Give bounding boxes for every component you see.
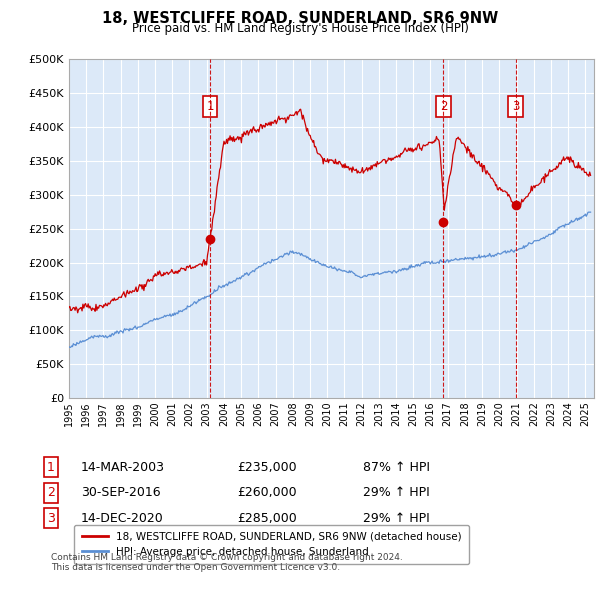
Text: 1: 1 <box>47 461 55 474</box>
Text: 14-MAR-2003: 14-MAR-2003 <box>81 461 165 474</box>
Text: This data is licensed under the Open Government Licence v3.0.: This data is licensed under the Open Gov… <box>51 563 340 572</box>
Text: Price paid vs. HM Land Registry's House Price Index (HPI): Price paid vs. HM Land Registry's House … <box>131 22 469 35</box>
Text: 14-DEC-2020: 14-DEC-2020 <box>81 512 164 525</box>
Text: Contains HM Land Registry data © Crown copyright and database right 2024.: Contains HM Land Registry data © Crown c… <box>51 553 403 562</box>
Text: 18, WESTCLIFFE ROAD, SUNDERLAND, SR6 9NW: 18, WESTCLIFFE ROAD, SUNDERLAND, SR6 9NW <box>102 11 498 25</box>
Text: 2: 2 <box>47 486 55 499</box>
Text: 87% ↑ HPI: 87% ↑ HPI <box>363 461 430 474</box>
Text: £235,000: £235,000 <box>237 461 296 474</box>
Text: 29% ↑ HPI: 29% ↑ HPI <box>363 486 430 499</box>
Text: £260,000: £260,000 <box>237 486 296 499</box>
Legend: 18, WESTCLIFFE ROAD, SUNDERLAND, SR6 9NW (detached house), HPI: Average price, d: 18, WESTCLIFFE ROAD, SUNDERLAND, SR6 9NW… <box>74 525 469 565</box>
Text: 3: 3 <box>512 100 520 113</box>
Text: 29% ↑ HPI: 29% ↑ HPI <box>363 512 430 525</box>
Text: 1: 1 <box>206 100 214 113</box>
Text: 3: 3 <box>47 512 55 525</box>
Text: 30-SEP-2016: 30-SEP-2016 <box>81 486 161 499</box>
Text: £285,000: £285,000 <box>237 512 297 525</box>
Text: 2: 2 <box>440 100 447 113</box>
